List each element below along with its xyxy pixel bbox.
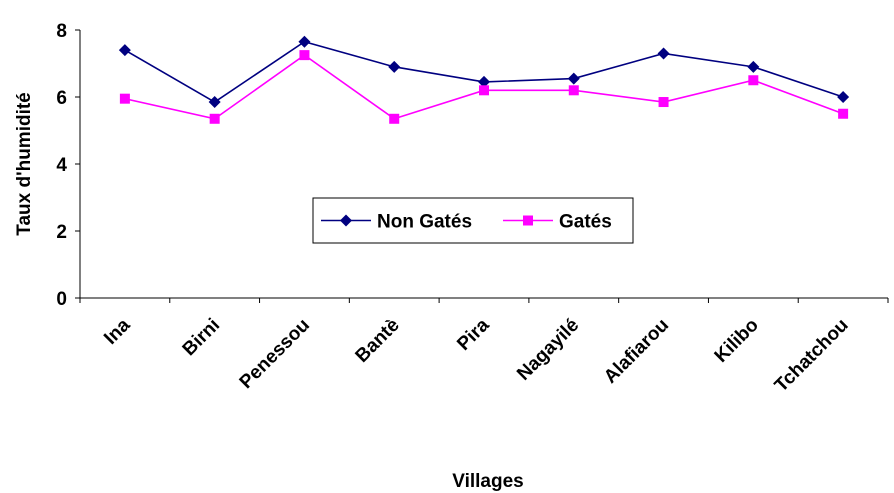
y-tick-label: 6 [56,88,67,109]
y-tick-label: 8 [56,21,67,42]
y-axis: 0 2 4 6 8 [56,21,81,310]
x-axis-title: Villages [452,471,523,492]
x-category-label: Nagayilé [513,315,583,385]
legend-marker-square [523,215,533,226]
data-point-square [838,108,849,119]
data-point-square [658,97,669,108]
y-tick-label: 0 [56,289,67,310]
data-point-square [389,113,400,124]
x-category-label: Penessou [236,315,314,393]
data-point-square [119,93,130,104]
y-axis-title: Taux d'humidité [14,92,35,236]
series-layer [118,35,850,124]
legend-label: Gatés [559,212,612,233]
x-category-label: Birni [179,315,224,360]
x-category-label: Tchatchou [771,315,853,397]
legend-marker-diamond [340,214,352,227]
data-point-diamond [388,60,401,73]
data-point-diamond [118,44,131,57]
data-point-square [748,75,759,86]
data-point-square [299,50,310,61]
x-category-label: Bantè [352,315,404,367]
x-category-label: Alafiarou [600,315,673,388]
data-point-diamond [837,91,850,103]
y-tick-label: 2 [56,222,67,243]
x-category-label: Pira [453,314,494,355]
x-category-label: Kilibo [711,315,763,367]
data-point-diamond [657,47,670,60]
data-point-square [568,85,579,96]
legend: Non Gatés Gatés [312,197,634,244]
legend-label: Non Gatés [377,212,472,233]
x-axis: Ina Birni Penessou Bantè Pira Nagayilé Alafiar… [79,297,889,397]
y-tick-label: 4 [56,155,67,176]
data-point-diamond [567,72,580,85]
data-point-diamond [208,96,221,109]
data-point-diamond [478,75,490,88]
x-category-label: Ina [100,314,135,349]
data-point-square [479,85,489,96]
data-point-square [209,113,220,124]
data-point-diamond [747,60,760,73]
data-point-diamond [298,35,311,48]
